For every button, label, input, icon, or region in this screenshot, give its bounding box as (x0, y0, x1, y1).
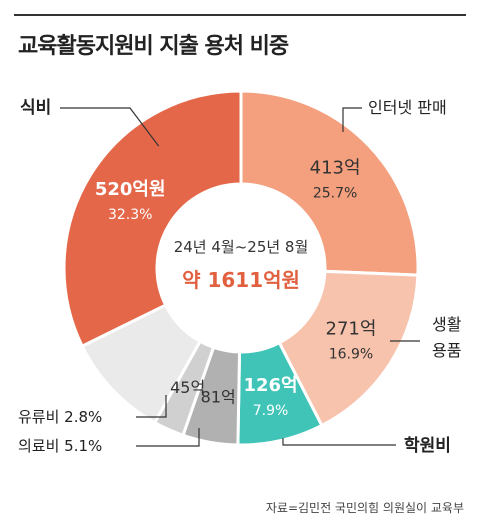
percent-label-학원비: 7.9% (253, 403, 289, 419)
slices-group (62, 89, 420, 447)
center-label-period: 24년 4월~25년 8월 (174, 238, 309, 256)
category-label-line1-생활-용품: 생활 (432, 315, 462, 334)
category-label-의료비: 의료비 5.1% (18, 437, 102, 455)
category-label-인터넷-판매: 인터넷 판매 (368, 98, 447, 117)
percent-label-인터넷-판매: 25.7% (313, 186, 357, 202)
slice-식비 (62, 89, 243, 349)
top-rule (14, 14, 466, 16)
leader-인터넷-판매 (342, 107, 362, 132)
category-label-학원비: 학원비 (404, 436, 451, 456)
category-label-유류비: 유류비 2.8% (18, 408, 102, 426)
value-label-의료비: 81억 (201, 387, 236, 406)
value-label-유류비: 45억 (170, 378, 205, 397)
center-label-total: 약 1611억원 (182, 268, 300, 292)
category-label-line2-생활-용품: 용품 (432, 341, 461, 360)
value-label-인터넷-판매: 413억 (310, 158, 361, 179)
category-label-식비: 식비 (20, 98, 51, 118)
slice-생활-용품 (277, 269, 420, 428)
percent-label-식비: 32.3% (108, 207, 152, 223)
leader-학원비 (282, 438, 396, 446)
value-label-식비: 520억원 (95, 179, 166, 200)
leader-lines-group (60, 107, 420, 447)
leader-식비 (60, 107, 160, 147)
source-note: 자료=김민전 국민의힘 의원실이 교육부 (265, 501, 464, 515)
value-label-생활-용품: 271억 (326, 318, 377, 339)
value-label-학원비: 126억 (243, 375, 297, 396)
chart-title: 교육활동지원비 지출 용처 비중 (18, 34, 289, 59)
leader-유류비 (136, 395, 167, 418)
percent-label-생활-용품: 16.9% (329, 346, 373, 362)
slice-인터넷-판매 (239, 89, 420, 277)
leader-의료비 (136, 428, 200, 447)
